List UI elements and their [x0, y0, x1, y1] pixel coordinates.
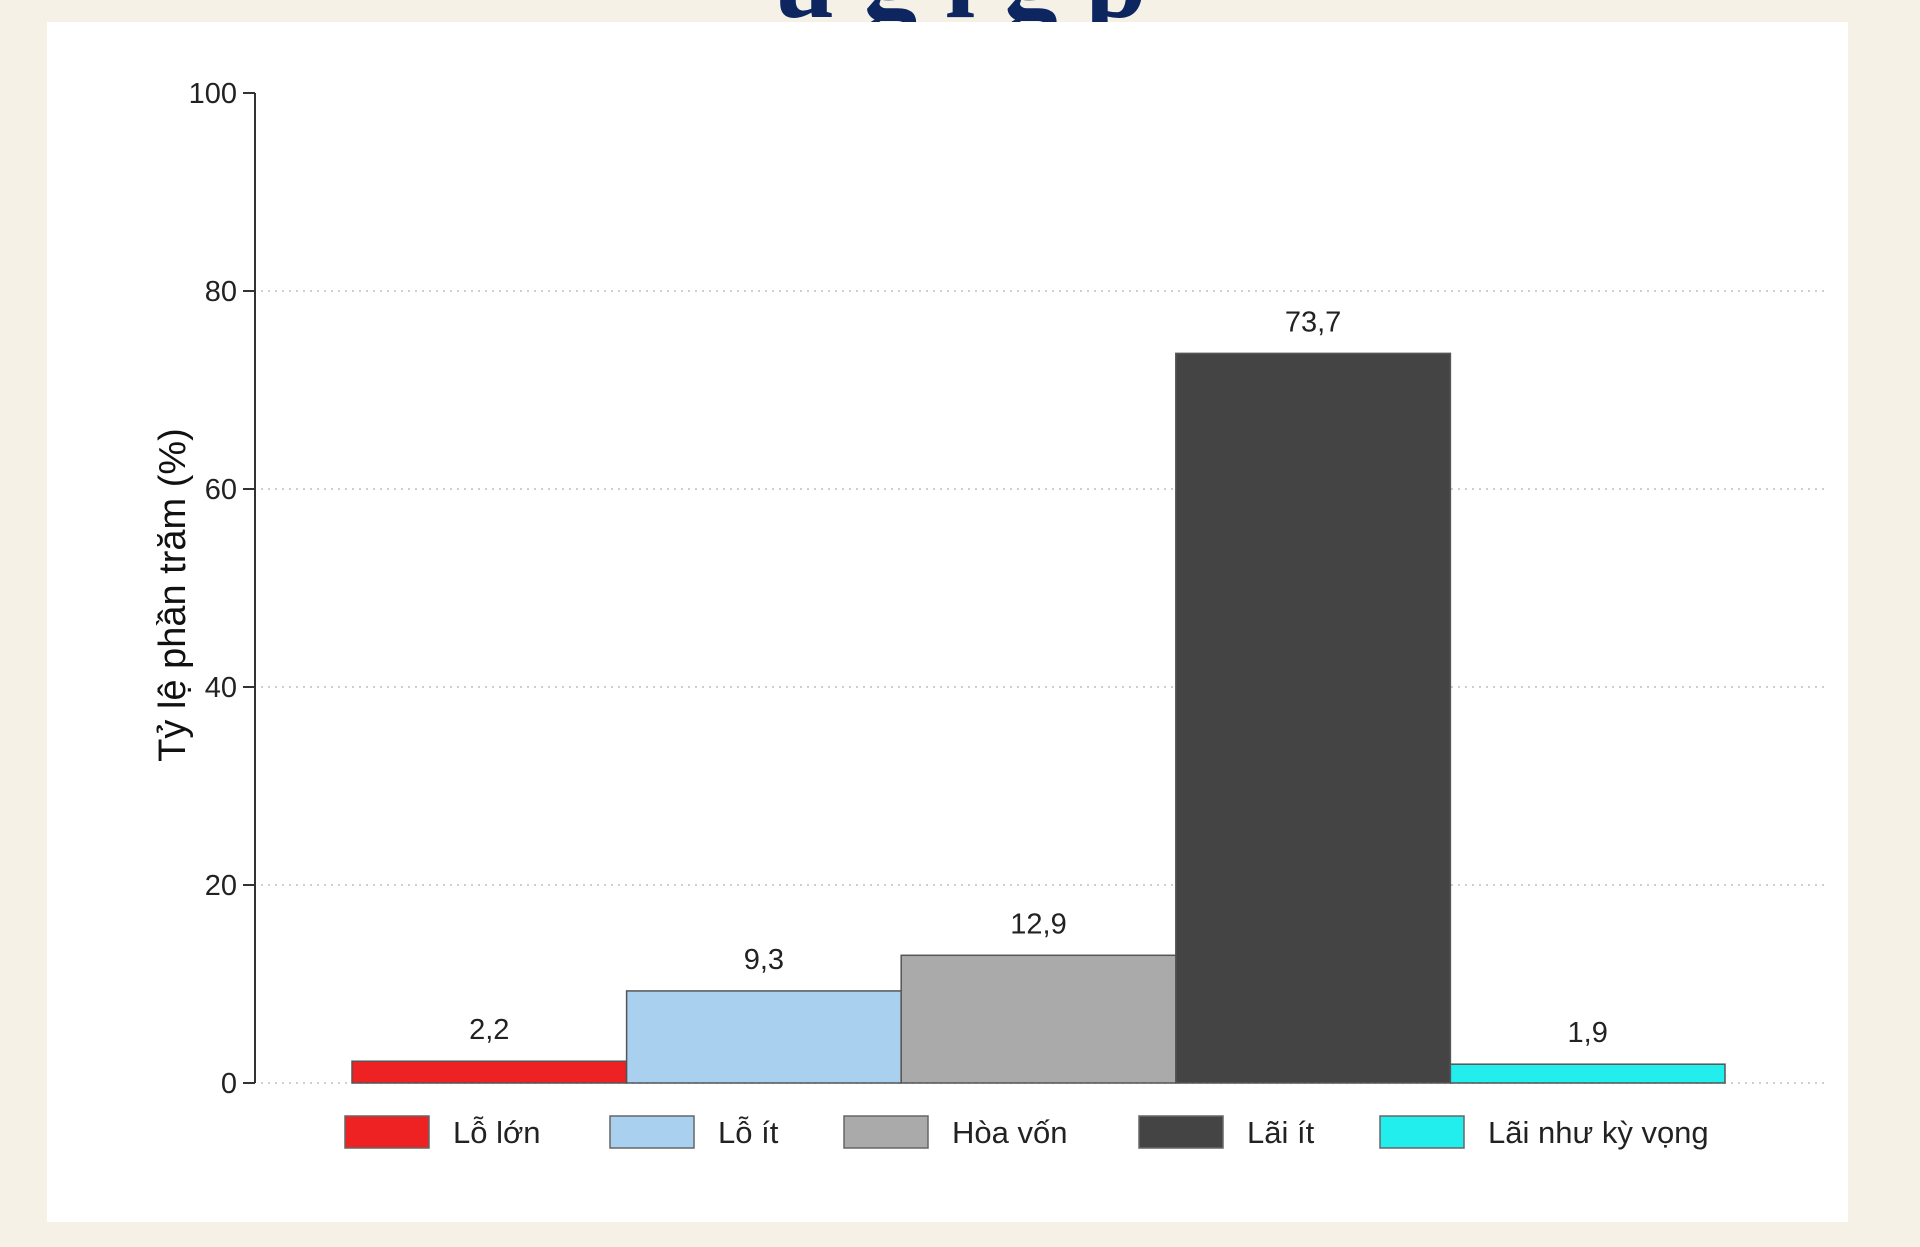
bar-value-label: 73,7 — [1285, 306, 1341, 338]
legend-swatch — [843, 1115, 929, 1149]
bar — [1449, 1063, 1726, 1084]
legend-swatch — [609, 1115, 695, 1149]
bar-value-label: 2,2 — [469, 1014, 509, 1046]
legend-label: Lỗ lớn — [453, 1115, 541, 1150]
bar — [625, 990, 902, 1084]
legend: Lỗ lớn Lỗ ít Hòa vốn Lãi ít Lãi như kỳ vọng — [344, 1115, 1709, 1150]
legend-label: Lỗ ít — [718, 1115, 779, 1150]
value-labels: 2,2 9,3 12,9 73,7 1,9 — [469, 306, 1608, 1049]
legend-label: Hòa vốn — [952, 1115, 1067, 1150]
slide-title-fragment: ụ g ị g p — [0, 0, 1920, 35]
bars — [351, 352, 1726, 1084]
chart-panel: 0 20 40 60 80 100 2,2 9,3 12,9 73,7 1,9 Lỗ lớn Lỗ … — [47, 22, 1848, 1222]
bar — [900, 954, 1177, 1084]
y-tick-label: 20 — [205, 870, 237, 902]
legend-label: Lãi ít — [1247, 1115, 1315, 1150]
y-axis-title: Tỷ lệ phần trăm (%) — [152, 428, 194, 762]
y-axis: 0 20 40 60 80 100 — [189, 78, 256, 1100]
bar — [351, 1060, 628, 1084]
legend-swatch — [1138, 1115, 1224, 1149]
legend-label: Lãi như kỳ vọng — [1488, 1115, 1709, 1150]
y-tick-label: 60 — [205, 474, 237, 506]
bar-value-label: 1,9 — [1568, 1017, 1608, 1049]
legend-swatch — [344, 1115, 430, 1149]
bar-value-label: 9,3 — [744, 944, 784, 976]
y-tick-label: 80 — [205, 276, 237, 308]
bar — [1175, 352, 1452, 1084]
bar-value-label: 12,9 — [1010, 908, 1066, 940]
y-tick-label: 0 — [221, 1068, 237, 1100]
y-tick-label: 40 — [205, 672, 237, 704]
legend-swatch — [1379, 1115, 1465, 1149]
y-tick-label: 100 — [189, 78, 237, 110]
